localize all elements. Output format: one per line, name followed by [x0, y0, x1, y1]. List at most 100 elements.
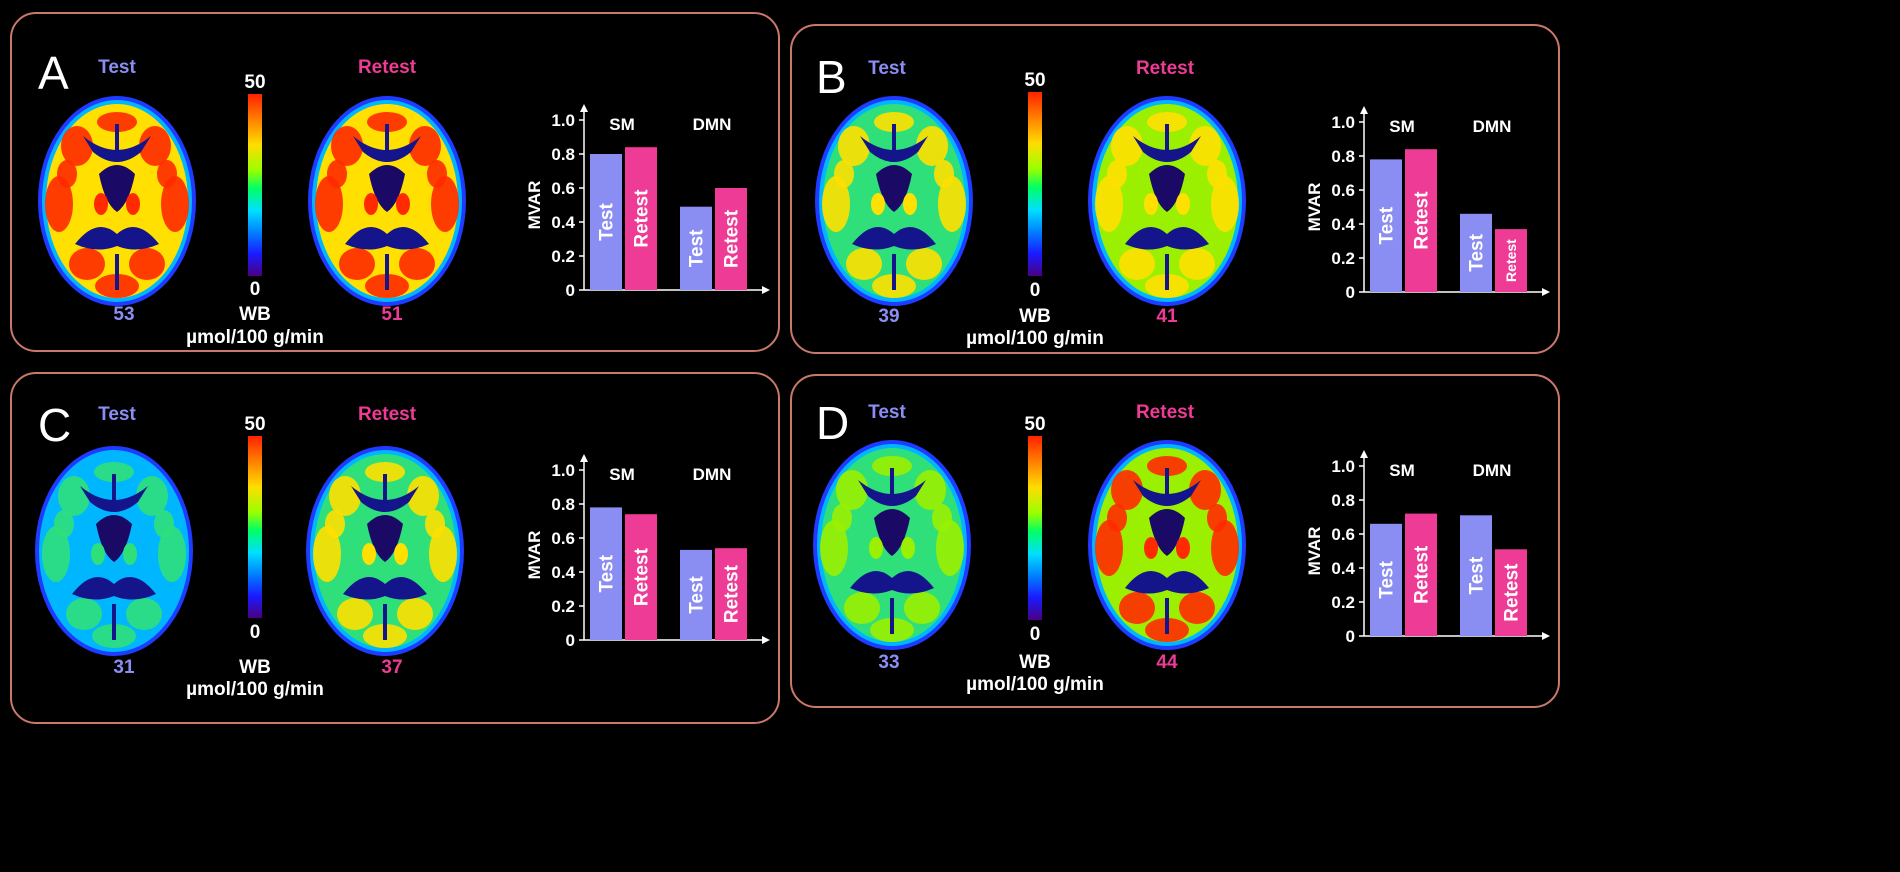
y-tick-label: 0.4: [551, 213, 575, 232]
y-tick-label: 1.0: [1331, 457, 1355, 476]
mvar-bar-chart: 0 0.2 0.4 0.6 0.8 1.0 MVAR SM Test Retest DMN Test R…: [525, 454, 770, 650]
y-axis-arrow: [1360, 106, 1368, 114]
bar: [1495, 229, 1527, 292]
y-tick-label: 0.2: [551, 247, 575, 266]
y-tick-label: 0.2: [551, 597, 575, 616]
unit-label: µmol/100 g/min: [966, 328, 1104, 349]
test-brain-scan: [38, 96, 196, 306]
y-axis-arrow: [580, 454, 588, 462]
y-tick-label: 0.8: [551, 495, 575, 514]
retest-brain-scan: [308, 96, 466, 306]
y-tick-label: 0.4: [1331, 215, 1355, 234]
y-tick-label: 0.8: [551, 145, 575, 164]
scale-min-label: 0: [1029, 624, 1041, 645]
panel-c: C Test Retest 50 0 31 WB 37 µmol/100 g/m…: [10, 372, 780, 724]
test-label: Test: [868, 58, 906, 79]
bar: [715, 188, 747, 290]
bar: [590, 154, 622, 290]
y-tick-label: 0.6: [551, 179, 575, 198]
retest-brain-scan: [306, 446, 464, 656]
panel-letter: B: [816, 51, 847, 103]
retest-label: Retest: [357, 404, 417, 425]
bar: [715, 548, 747, 640]
wb-label: WB: [1019, 652, 1051, 673]
y-axis-label: MVAR: [525, 181, 544, 230]
y-tick-label: 1.0: [1331, 113, 1355, 132]
category-label: SM: [609, 115, 635, 134]
bar: [625, 147, 657, 290]
bar-label: Test: [1377, 560, 1398, 598]
bar: [1370, 523, 1402, 636]
scale-max-label: 50: [244, 414, 266, 435]
scale-min-label: 0: [249, 622, 261, 643]
test-brain-scan: [815, 96, 973, 306]
bar: [680, 549, 712, 640]
bar-label: Retest: [1412, 545, 1433, 604]
bar: [590, 507, 622, 640]
bar-label: Test: [1377, 206, 1398, 244]
unit-label: µmol/100 g/min: [966, 674, 1104, 695]
retest-wb-value: 44: [1156, 652, 1178, 673]
bar-label: Retest: [722, 209, 743, 268]
y-axis-label: MVAR: [525, 531, 544, 580]
bar: [1405, 149, 1437, 292]
bar-label: Test: [687, 229, 708, 267]
test-wb-value: 33: [878, 652, 900, 673]
scale-max-label: 50: [244, 72, 266, 93]
category-label: DMN: [1473, 117, 1512, 136]
y-tick-label: 0.2: [1331, 249, 1355, 268]
y-tick-label: 1.0: [551, 111, 575, 130]
panel-b: B Test Retest 50 0 39 WB 41 µmol/100 g/m…: [790, 24, 1560, 354]
bar-label: Test: [597, 554, 618, 592]
bar-label: Retest: [632, 547, 653, 606]
category-label: SM: [1389, 117, 1415, 136]
test-brain-scan: [35, 446, 193, 656]
test-wb-value: 39: [878, 306, 900, 327]
y-tick-label: 0.6: [551, 529, 575, 548]
y-tick-label: 0.8: [1331, 491, 1355, 510]
bar-label: Test: [1467, 556, 1488, 594]
bar-label: Retest: [1502, 563, 1523, 622]
retest-wb-value: 41: [1156, 306, 1178, 327]
panel-letter: C: [38, 399, 72, 451]
panel-d: D Test Retest 50 0 33 WB 44 µmol/100 g/m…: [790, 374, 1560, 708]
retest-wb-value: 37: [381, 657, 403, 678]
x-axis-arrow: [762, 636, 770, 644]
bar: [1495, 549, 1527, 636]
bar-label: Test: [687, 575, 708, 613]
panel-a: A Test Retest 50 0 53 WB 51 µmol/100 g/m…: [10, 12, 780, 352]
y-tick-label: 0.6: [1331, 181, 1355, 200]
bar: [1370, 159, 1402, 292]
mvar-bar-chart: 0 0.2 0.4 0.6 0.8 1.0 MVAR SM Test Retest DMN Test R…: [1305, 106, 1550, 302]
retest-brain-scan: [1088, 96, 1246, 306]
mvar-bar-chart: 0 0.2 0.4 0.6 0.8 1.0 MVAR SM Test Retest DMN Test R…: [525, 104, 770, 300]
y-axis-label: MVAR: [1305, 183, 1324, 232]
test-label: Test: [868, 402, 906, 423]
panel-letter: A: [38, 47, 69, 99]
y-axis-arrow: [580, 104, 588, 112]
x-axis-arrow: [1542, 632, 1550, 640]
x-axis-arrow: [1542, 288, 1550, 296]
bar: [1460, 213, 1492, 292]
retest-label: Retest: [357, 57, 417, 78]
y-tick-label: 0.4: [1331, 559, 1355, 578]
retest-label: Retest: [1135, 402, 1195, 423]
category-label: SM: [1389, 461, 1415, 480]
bar-label: Retest: [722, 564, 743, 623]
y-tick-label: 1.0: [551, 461, 575, 480]
wb-label: WB: [1019, 306, 1051, 327]
test-label: Test: [98, 404, 136, 425]
wb-label: WB: [239, 304, 271, 325]
category-label: DMN: [1473, 461, 1512, 480]
scale-max-label: 50: [1024, 414, 1046, 435]
retest-label: Retest: [1135, 58, 1195, 79]
bar-label: Test: [597, 203, 618, 241]
retest-wb-value: 51: [381, 304, 403, 325]
bar: [625, 514, 657, 640]
test-wb-value: 53: [113, 304, 135, 325]
unit-label: µmol/100 g/min: [186, 679, 324, 700]
y-tick-label: 0: [566, 281, 575, 300]
y-axis-arrow: [1360, 450, 1368, 458]
panel-letter: D: [816, 397, 850, 449]
color-scale-bar: [1028, 436, 1042, 620]
